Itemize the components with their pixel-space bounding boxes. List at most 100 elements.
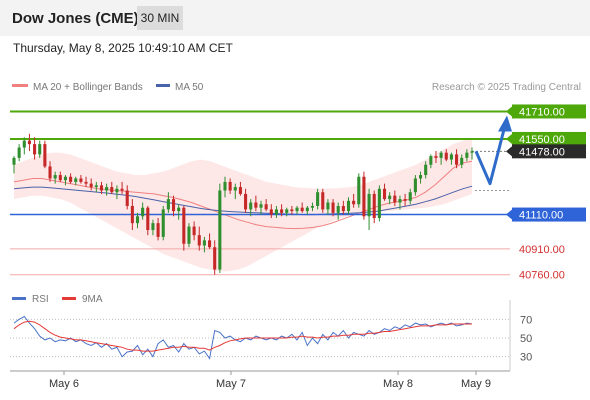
header-bar: Dow Jones (CME) 30 MIN [0, 0, 590, 36]
timeframe-button[interactable]: 30 MIN [137, 6, 183, 30]
candle [455, 149, 459, 169]
candle-body [357, 176, 361, 205]
candle [115, 185, 119, 200]
candle [105, 183, 109, 196]
ma50-legend-label: MA 50 [175, 82, 204, 93]
candle-body [393, 195, 397, 203]
candle [89, 178, 93, 191]
candle-body [449, 154, 453, 160]
candle-body [202, 240, 206, 246]
candle [470, 147, 474, 160]
ma20-legend-swatch [12, 84, 28, 87]
level-label-resistance: 41710.00 [519, 106, 565, 118]
rsi-tick-label: 30 [520, 352, 532, 364]
candle-body [43, 144, 47, 167]
candle-body [74, 178, 78, 182]
candle-body [12, 157, 16, 165]
candle [377, 185, 381, 222]
level-label-support-minor: 40910.00 [519, 244, 565, 256]
candle [156, 217, 160, 241]
candle [408, 188, 412, 205]
candle [79, 175, 83, 184]
candle-body [120, 188, 124, 191]
ma20-legend-label: MA 20 + Bollinger Bands [33, 82, 143, 93]
candle [310, 202, 315, 212]
candle-body [362, 176, 366, 217]
candle-body [280, 209, 284, 213]
ma50-line [13, 185, 473, 216]
candle-body [413, 178, 417, 193]
candle-body [125, 190, 129, 206]
forecast-path [474, 129, 506, 186]
rsi-ma-legend-swatch [62, 297, 76, 300]
candle-body [33, 144, 37, 155]
candle [69, 173, 73, 184]
rsi-tick-label: 70 [520, 314, 532, 326]
x-tick-label: May 9 [461, 378, 491, 390]
candle-body [429, 156, 433, 165]
level-label-support-minor: 40760.00 [519, 270, 565, 282]
candle-body [424, 164, 428, 176]
candle [38, 140, 42, 158]
candle [264, 199, 268, 212]
candle [84, 176, 88, 188]
candle [285, 207, 289, 217]
candle [120, 181, 124, 194]
candle [460, 154, 464, 169]
candle [192, 221, 196, 241]
candle [17, 144, 21, 162]
candle-body [84, 181, 88, 184]
candle-body [382, 188, 387, 200]
level-label-bg [512, 104, 586, 119]
candle [362, 171, 366, 220]
candle-body [295, 207, 299, 212]
candle-body [69, 176, 73, 182]
level-label-pointer [506, 133, 512, 144]
candle [238, 181, 242, 196]
level-label-bg [512, 207, 586, 222]
candle-body [403, 199, 407, 201]
candle [434, 150, 438, 164]
forecast-arrow [474, 115, 512, 191]
candle-body [177, 207, 181, 212]
level-label-pointer [506, 106, 512, 117]
instrument-title: Dow Jones (CME) [12, 10, 139, 27]
price-legend: MA 20 + Bollinger Bands MA 50 Research ©… [12, 82, 581, 93]
candle-body [372, 193, 376, 218]
x-tick-label: May 8 [383, 378, 413, 390]
candle-body [352, 200, 356, 205]
candle-body [336, 205, 340, 213]
candle [223, 176, 227, 198]
candle [290, 205, 294, 215]
candle-body [223, 181, 227, 191]
candle [254, 195, 258, 212]
candle [177, 204, 181, 220]
level-label-bg [512, 144, 586, 159]
candles [12, 133, 474, 275]
candle-body [22, 140, 26, 148]
level-label-bg [512, 131, 586, 146]
copyright-text: Research © 2025 Trading Central [432, 82, 581, 93]
candle-body [316, 192, 320, 206]
candle [110, 181, 114, 194]
candle-body [285, 209, 289, 213]
candle [398, 195, 402, 210]
candle [259, 200, 263, 215]
candle [58, 171, 62, 182]
candle-body [233, 187, 237, 191]
level-label-resistance: 41550.00 [519, 134, 565, 146]
candle-body [321, 192, 325, 210]
candle-body [460, 157, 464, 165]
rsi-series-9MA [13, 320, 472, 352]
candle-body [146, 207, 150, 231]
candle [130, 199, 134, 231]
rsi-legend-label: RSI [32, 294, 49, 305]
candle [125, 185, 129, 210]
candle [244, 188, 248, 213]
candle [33, 137, 37, 160]
candle-body [444, 152, 448, 160]
candle [269, 204, 273, 218]
candle [341, 200, 345, 215]
candle [424, 161, 428, 179]
